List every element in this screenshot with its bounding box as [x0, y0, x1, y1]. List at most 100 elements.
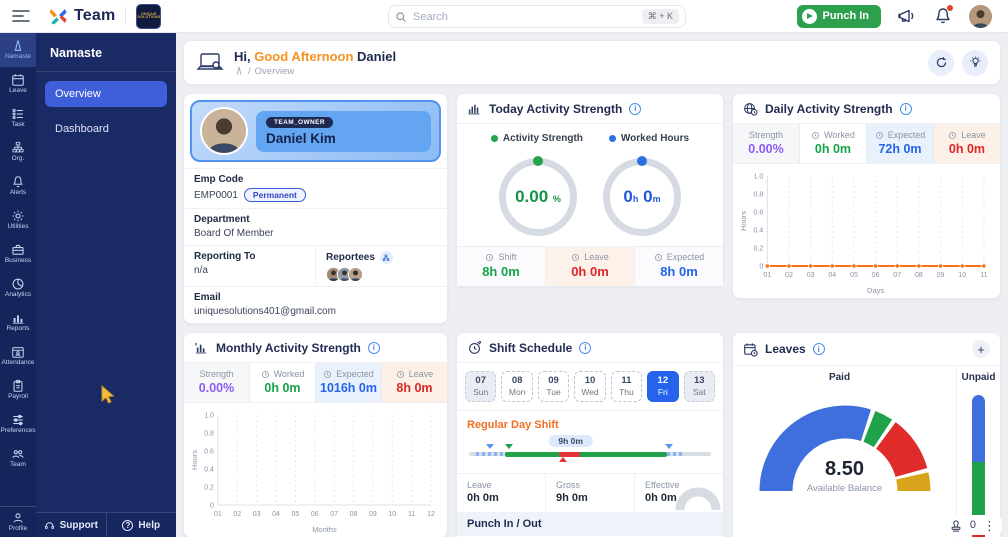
svg-text:01: 01: [763, 272, 771, 279]
support-button[interactable]: Support: [36, 513, 107, 537]
rail-label: Preferences: [0, 427, 36, 435]
svg-text:02: 02: [233, 511, 241, 518]
sidebar-item-overview[interactable]: Overview: [45, 81, 167, 107]
info-icon[interactable]: i: [367, 341, 380, 354]
day-pill-sun[interactable]: 07 Sun: [465, 371, 497, 402]
company-logo-badge[interactable]: UNIQUE SOLUTIONS: [136, 3, 162, 29]
topbar: Team UNIQUE SOLUTIONS ⌘ + K Punch In: [0, 0, 1008, 33]
team-logo-icon: [49, 9, 67, 25]
notifications-bell-icon[interactable]: [933, 5, 953, 26]
kebab-menu-icon[interactable]: ⋮: [983, 517, 996, 533]
shift-name: Regular Day Shift: [467, 419, 559, 431]
punch-in-out-header: Punch In / Out: [457, 512, 723, 536]
shift-summary-row: Leave 0h 0m Gross 9h 0m Effective 0h 0m: [457, 473, 723, 512]
company-badge-line2: SOLUTIONS: [137, 15, 161, 19]
sidebar-item-leave[interactable]: Leave: [0, 67, 36, 101]
sliders-icon: [13, 414, 23, 426]
clock-icon: [261, 370, 269, 378]
org-tree-icon[interactable]: [379, 251, 393, 264]
reportee-avatar[interactable]: [348, 267, 363, 282]
bar-chart-icon: [12, 315, 24, 324]
crumb-slash: /: [248, 65, 251, 77]
notification-dot: [947, 5, 953, 11]
sidebar-item-profile[interactable]: Profile: [0, 506, 36, 537]
effective-value: 0h 0m: [645, 492, 677, 504]
menu-toggle-icon[interactable]: [12, 10, 30, 22]
day-pill-fri-selected[interactable]: 12 Fri: [647, 371, 679, 402]
effective-label: Effective: [645, 480, 680, 490]
sidebar-item-reports[interactable]: Reports: [0, 305, 36, 339]
info-icon[interactable]: i: [579, 341, 592, 354]
emp-code-row: Emp Code EMP0001 Permanent: [184, 168, 447, 208]
question-icon: ?: [122, 519, 134, 531]
daily-line-chart: 01 02 03 04 05 06 07 08 09 10 11 0 0.2 0.4 0.6 0.8 1.0 Da…: [739, 174, 988, 295]
company-badge-line1: UNIQUE: [141, 11, 157, 16]
divider: [125, 7, 127, 25]
svg-text:0.4: 0.4: [204, 466, 214, 473]
leave-value: 0h 0m: [467, 492, 499, 504]
svg-text:0.4: 0.4: [753, 228, 763, 235]
globe-clock-icon: [744, 103, 758, 116]
balance-label: Available Balance: [806, 483, 883, 494]
sidebar-item-preferences[interactable]: Preferences: [0, 407, 36, 441]
day-pill-thu[interactable]: 11 Thu: [610, 371, 643, 402]
day-pill-mon[interactable]: 08 Mon: [501, 371, 533, 402]
day-pill-sat[interactable]: 13 Sat: [683, 371, 715, 402]
profile-avatar[interactable]: [200, 107, 248, 155]
user-avatar[interactable]: [969, 4, 992, 28]
leave-value: 0h 0m: [948, 142, 986, 156]
info-icon[interactable]: i: [899, 102, 912, 115]
sidebar-item-org[interactable]: Org.: [0, 135, 36, 169]
sidebar-item-payroll[interactable]: Payroll: [0, 373, 36, 407]
clipboard-icon: [13, 380, 23, 393]
help-button[interactable]: ? Help: [107, 513, 177, 537]
svg-text:04: 04: [272, 511, 280, 518]
sidebar-item-task[interactable]: Task: [0, 101, 36, 135]
sidebar-item-alerts[interactable]: Alerts: [0, 169, 36, 203]
sidebar-item-attendance[interactable]: Attendance: [0, 339, 36, 373]
breadcrumb-overview[interactable]: Overview: [254, 65, 295, 77]
expected-value: 8h 0m: [660, 264, 698, 279]
info-icon[interactable]: i: [812, 343, 825, 355]
sidebar-item-team[interactable]: Team: [0, 441, 36, 475]
gear-icon: [12, 210, 24, 222]
refresh-button[interactable]: [928, 49, 954, 76]
announcements-icon[interactable]: [897, 6, 917, 26]
add-leave-button[interactable]: +: [972, 340, 990, 358]
shift-timeline: 9h 0m: [469, 435, 711, 467]
breadcrumb: / Overview: [234, 66, 396, 77]
brand-logo[interactable]: Team: [48, 6, 115, 26]
activity-strength-gauge: 0.00 %: [499, 156, 577, 236]
sidebar-item-analytics[interactable]: Analytics: [0, 271, 36, 305]
sidebar-item-namaste[interactable]: Namaste: [0, 33, 36, 67]
shift-clock-icon: [469, 340, 482, 354]
today-footer-stats: Shift 8h 0m Leave 0h 0m Expected 8h 0m: [457, 246, 723, 286]
leave-value: 8h 0m: [396, 381, 433, 395]
balance-value: 8.50: [825, 458, 864, 480]
monthly-line-chart: 01 02 03 04 05 06 07 08 09 10 11 12 0 0.2 0.4 0.6 0.8 1.0…: [190, 412, 435, 534]
leave-stat: Leave 0h 0m: [545, 247, 634, 286]
day-selector: 07 Sun 08 Mon 09 Tue 10 Wed 11 Thu 12 Fri 13 Sa…: [457, 363, 723, 411]
emp-code-label: Emp Code: [194, 174, 244, 185]
svg-text:08: 08: [915, 272, 923, 279]
global-search[interactable]: ⌘ + K: [388, 5, 686, 28]
timeline-grace-left: [476, 452, 506, 456]
main-content: Hi, Good Afternoon Daniel / Overview: [176, 33, 1008, 537]
search-input[interactable]: [413, 10, 636, 23]
tips-bulb-button[interactable]: [962, 49, 988, 76]
sidebar-item-business[interactable]: Business: [0, 237, 36, 271]
activity-pulse-icon: [468, 104, 480, 115]
search-icon: [396, 11, 406, 22]
clock-icon: [875, 131, 883, 139]
secondary-sidebar: Namaste Overview Dashboard Support ? Hel…: [36, 33, 176, 537]
punch-in-button[interactable]: Punch In: [796, 4, 881, 28]
strength-stat: Strength 0.00%: [184, 363, 249, 402]
sidebar-item-utilities[interactable]: Utilities: [0, 203, 36, 237]
sidebar-item-dashboard[interactable]: Dashboard: [55, 123, 109, 135]
reporting-to-value: n/a: [194, 265, 208, 276]
stamp-icon[interactable]: [949, 518, 963, 532]
day-pill-tue[interactable]: 09 Tue: [537, 371, 570, 402]
leave-summary: Leave 0h 0m: [457, 474, 545, 512]
day-pill-wed[interactable]: 10 Wed: [574, 371, 606, 402]
info-icon[interactable]: i: [629, 102, 642, 115]
